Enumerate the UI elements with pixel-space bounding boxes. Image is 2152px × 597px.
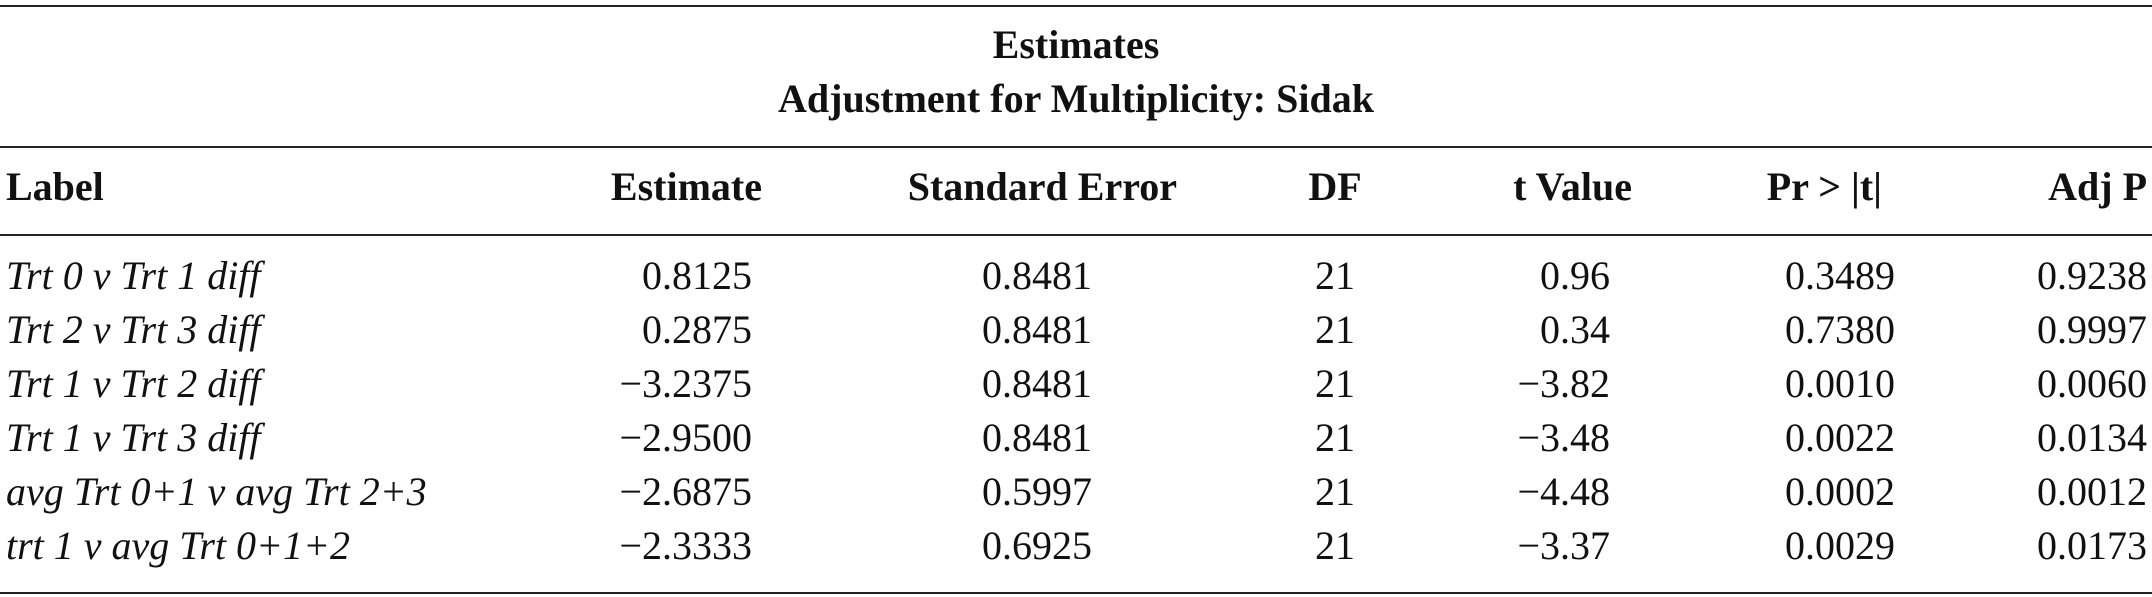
row-df: 21 [1315, 307, 1355, 352]
header-estimate: Estimate [610, 164, 762, 209]
row-adj-p: 0.0012 [2037, 469, 2147, 514]
top-rule [0, 5, 2152, 7]
row-label: Trt 1 v Trt 3 diff [6, 415, 261, 460]
row-label: Trt 0 v Trt 1 diff [6, 253, 261, 298]
row-df: 21 [1315, 253, 1355, 298]
table-row: Trt 0 v Trt 1 diff 0.8125 0.8481 21 0.96… [0, 249, 2152, 303]
row-std-error: 0.8481 [982, 253, 1092, 298]
row-pr: 0.0002 [1785, 469, 1895, 514]
row-std-error: 0.8481 [982, 361, 1092, 406]
row-df: 21 [1315, 415, 1355, 460]
table-row: Trt 1 v Trt 2 diff −3.2375 0.8481 21 −3.… [0, 357, 2152, 411]
row-pr: 0.0022 [1785, 415, 1895, 460]
row-label: Trt 2 v Trt 3 diff [6, 307, 261, 352]
table-row: Trt 1 v Trt 3 diff −2.9500 0.8481 21 −3.… [0, 411, 2152, 465]
row-t-value: 0.96 [1540, 253, 1610, 298]
table-row: Trt 2 v Trt 3 diff 0.2875 0.8481 21 0.34… [0, 303, 2152, 357]
header-label: Label [6, 164, 104, 209]
header-std-error: Standard Error [907, 164, 1177, 209]
header-adj-p: Adj P [2048, 164, 2147, 209]
row-label: avg Trt 0+1 v avg Trt 2+3 [6, 469, 427, 514]
row-df: 21 [1315, 523, 1355, 568]
row-pr: 0.3489 [1785, 253, 1895, 298]
row-t-value: −3.82 [1517, 361, 1610, 406]
header-rule [0, 234, 2152, 236]
row-pr: 0.0010 [1785, 361, 1895, 406]
bottom-rule [0, 592, 2152, 594]
header-t-value: t Value [1513, 164, 1632, 209]
row-t-value: −4.48 [1517, 469, 1610, 514]
header-row: Label Estimate Standard Error DF t Value… [0, 160, 2152, 214]
row-adj-p: 0.0173 [2037, 523, 2147, 568]
row-pr: 0.7380 [1785, 307, 1895, 352]
row-t-value: −3.37 [1517, 523, 1610, 568]
row-estimate: −2.3333 [619, 523, 752, 568]
row-estimate: −2.6875 [619, 469, 752, 514]
title-rule [0, 146, 2152, 148]
row-std-error: 0.5997 [982, 469, 1092, 514]
row-std-error: 0.8481 [982, 307, 1092, 352]
row-t-value: 0.34 [1540, 307, 1610, 352]
table-row: avg Trt 0+1 v avg Trt 2+3 −2.6875 0.5997… [0, 465, 2152, 519]
table-subtitle: Adjustment for Multiplicity: Sidak [778, 76, 1374, 121]
row-label: Trt 1 v Trt 2 diff [6, 361, 261, 406]
row-std-error: 0.6925 [982, 523, 1092, 568]
row-adj-p: 0.9238 [2037, 253, 2147, 298]
header-df: DF [1308, 164, 1362, 209]
row-adj-p: 0.9997 [2037, 307, 2147, 352]
row-estimate: −2.9500 [619, 415, 752, 460]
table-title-block: Estimates Adjustment for Multiplicity: S… [0, 18, 2152, 126]
row-adj-p: 0.0134 [2037, 415, 2147, 460]
table-row: trt 1 v avg Trt 0+1+2 −2.3333 0.6925 21 … [0, 519, 2152, 573]
row-label: trt 1 v avg Trt 0+1+2 [6, 523, 351, 568]
row-t-value: −3.48 [1517, 415, 1610, 460]
row-df: 21 [1315, 469, 1355, 514]
header-pr: Pr > |t| [1766, 164, 1882, 209]
row-pr: 0.0029 [1785, 523, 1895, 568]
table-title: Estimates [992, 22, 1160, 67]
row-estimate: 0.8125 [642, 253, 752, 298]
row-adj-p: 0.0060 [2037, 361, 2147, 406]
row-std-error: 0.8481 [982, 415, 1092, 460]
row-df: 21 [1315, 361, 1355, 406]
row-estimate: 0.2875 [642, 307, 752, 352]
row-estimate: −3.2375 [619, 361, 752, 406]
